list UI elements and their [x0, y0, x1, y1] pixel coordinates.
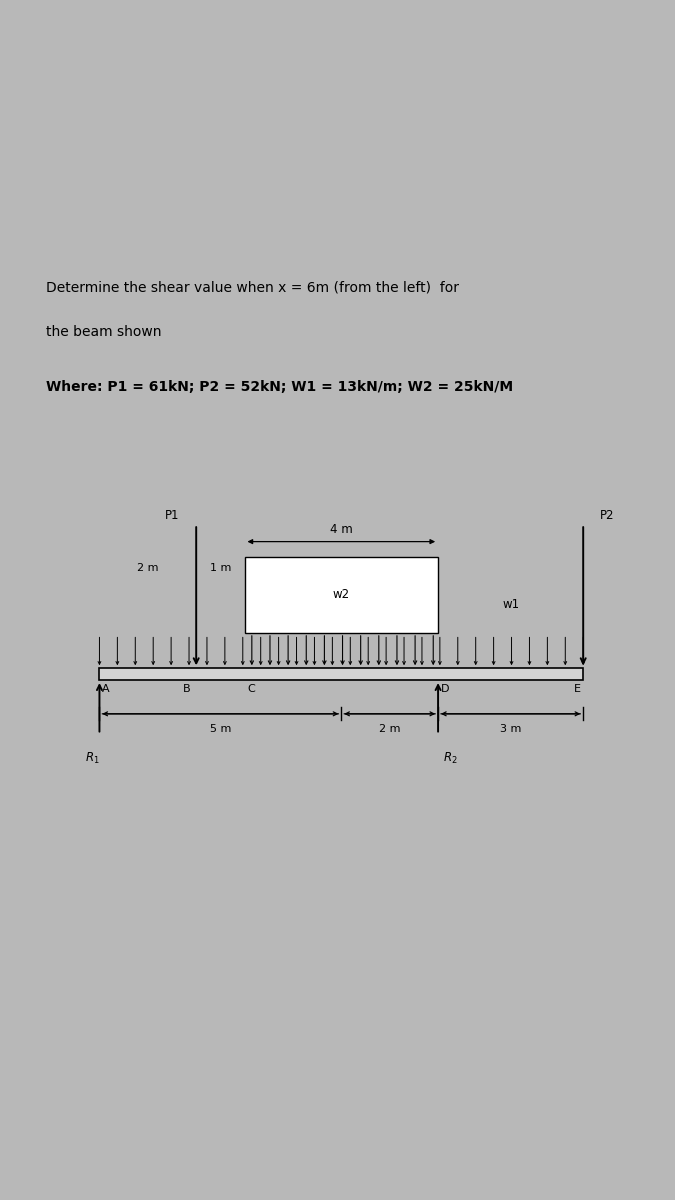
- Text: 5 m: 5 m: [210, 724, 231, 733]
- Bar: [244, 557, 438, 632]
- Text: C: C: [247, 684, 254, 695]
- Text: 1 m: 1 m: [210, 563, 231, 572]
- Text: P2: P2: [600, 509, 615, 522]
- Bar: [99, 668, 583, 680]
- Text: 3 m: 3 m: [500, 724, 521, 733]
- Text: 2 m: 2 m: [379, 724, 400, 733]
- Text: D: D: [441, 684, 449, 695]
- Text: the beam shown: the beam shown: [46, 325, 161, 338]
- Text: B: B: [183, 684, 190, 695]
- Text: Determine the shear value when x = 6m (from the left)  for: Determine the shear value when x = 6m (f…: [46, 281, 458, 294]
- Text: 2 m: 2 m: [137, 563, 159, 572]
- Text: P1: P1: [165, 509, 180, 522]
- Text: $R_2$: $R_2$: [443, 751, 458, 766]
- Text: w1: w1: [502, 598, 519, 611]
- Text: w2: w2: [333, 588, 350, 601]
- Text: $R_1$: $R_1$: [85, 751, 99, 766]
- Text: Where: P1 = 61kN; P2 = 52kN; W1 = 13kN/m; W2 = 25kN/M: Where: P1 = 61kN; P2 = 52kN; W1 = 13kN/m…: [46, 380, 513, 394]
- Text: E: E: [574, 684, 580, 695]
- Text: 4 m: 4 m: [330, 523, 353, 536]
- Text: A: A: [102, 684, 109, 695]
